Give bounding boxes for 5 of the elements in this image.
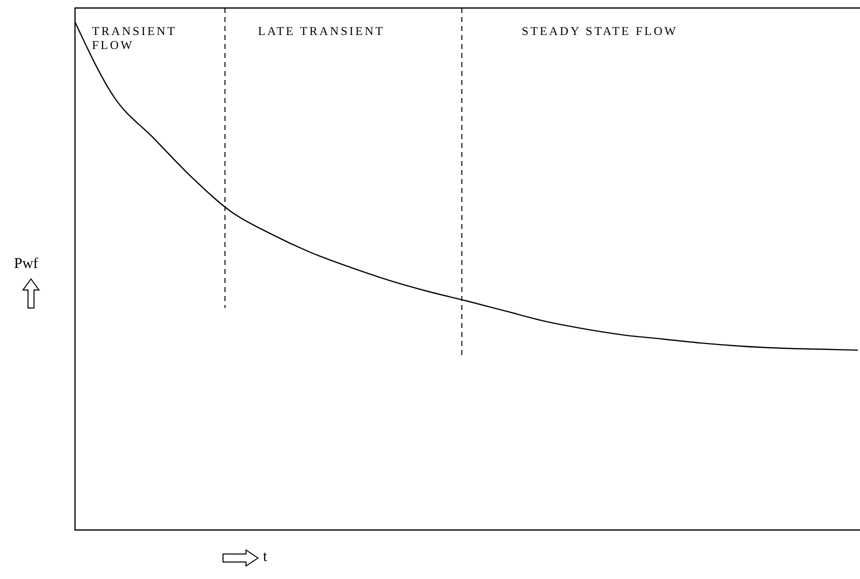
y-axis-title: Pwf [14, 256, 38, 272]
annotation: LATE TRANSIENT [258, 24, 385, 38]
x-axis-title: t [263, 549, 268, 565]
annotation: TRANSIENT FLOW [92, 24, 177, 52]
annotation: STEADY STATE FLOW [522, 24, 678, 38]
